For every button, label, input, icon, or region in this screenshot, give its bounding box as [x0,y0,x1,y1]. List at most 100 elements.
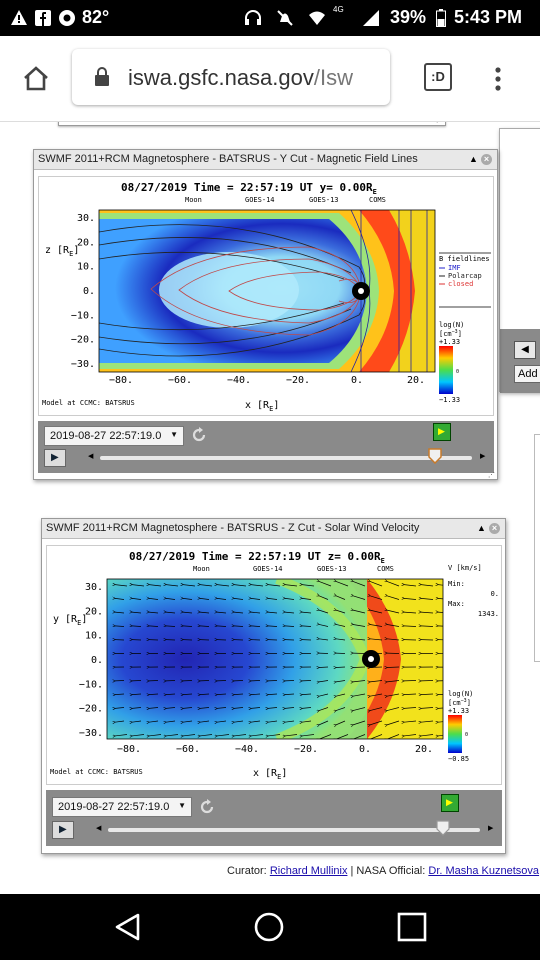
more-options-icon[interactable] [494,66,502,92]
panel-title: SWMF 2011+RCM Magnetosphere - BATSRUS - … [46,522,420,534]
partial-window-right-lower [534,434,540,662]
colorbar-label: log(N) [439,321,464,329]
velocity-arrow [319,667,329,668]
time-select[interactable]: 2019-08-27 22:57:19.0 ▼ [44,426,184,446]
status-bar: 82° 4G 39% 5:43 PM [0,0,540,36]
velocity-arrow [404,612,417,613]
velocity-arrow [387,680,400,682]
velocity-arrow [421,720,434,722]
velocity-arrow [319,720,329,725]
velocity-arrow [132,694,142,695]
svg-text:08/27/2019 Time = 22:57:19 UT: 08/27/2019 Time = 22:57:19 UT z= 0.00RE [129,550,385,565]
x-tick-label: −40. [235,744,259,755]
velocity-arrow [404,734,417,736]
back-icon[interactable] [112,911,144,943]
collapse-icon[interactable]: ▲ [469,154,478,164]
resize-grip-icon[interactable]: ⋰ [488,472,495,479]
add-button[interactable]: Add [514,365,540,383]
x-tick-label: 0. [359,744,371,755]
velocity-arrow [387,624,400,627]
close-icon[interactable]: × [481,154,492,165]
collapse-icon[interactable]: ▲ [477,523,486,533]
velocity-arrow [268,585,281,587]
colorbar-max: +1.33 [439,338,460,346]
recents-icon[interactable] [396,911,428,943]
velocity-arrow [149,585,162,587]
velocity-arrow [336,707,346,711]
velocity-arrow [115,708,125,709]
velocity-arrow [285,626,295,627]
velocity-arrow [353,707,366,711]
time-slider-thumb[interactable] [428,448,442,464]
panel-magnetic-field-lines: SWMF 2011+RCM Magnetosphere - BATSRUS - … [33,149,498,480]
velocity-arrow [285,734,298,736]
tab-switcher-button[interactable]: :D [424,63,452,91]
velocity-arrow [268,694,278,695]
velocity-arrow [217,598,227,600]
address-bar[interactable]: iswa.gsfc.nasa.gov/Isw [72,49,390,105]
movie-icon[interactable]: ▶ [441,794,459,812]
velocity-legend: V [km/s] Min: 0. Max: 1343. log(N) [cm−3… [448,564,499,763]
refresh-icon[interactable] [190,426,208,444]
temperature: 82° [82,7,110,27]
velocity-arrow [370,624,383,627]
legend-title: B fieldlines [439,255,490,263]
slider-left-arrow-icon[interactable]: ◀ [96,825,102,832]
panel-title-bar[interactable]: SWMF 2011+RCM Magnetosphere - BATSRUS - … [42,519,505,539]
network-type: 4G [333,5,344,14]
earth-center [358,288,364,294]
chevron-down-icon: ▼ [178,801,186,810]
velocity-arrow [353,610,366,614]
velocity-arrow [268,612,278,613]
refresh-icon[interactable] [198,798,216,816]
x-tick-labels: −80. −60. −40. −20. 0. 20. [117,744,433,755]
official-link[interactable]: Dr. Masha Kuznetsova [428,865,540,877]
min-value: 0. [491,590,499,598]
velocity-arrow [132,585,145,587]
movie-icon[interactable]: ▶ [433,423,451,441]
curator-link[interactable]: Richard Mullinix [269,865,348,877]
velocity-arrow [251,626,261,627]
slider-right-arrow-icon[interactable]: ▶ [488,825,494,832]
time-slider-track[interactable] [100,456,472,460]
partial-window-right: ◀ Add [499,128,540,393]
y-tick-label: −30. [79,728,103,739]
velocity-arrow [404,720,417,722]
home-circle-icon[interactable] [253,911,285,943]
time-slider-track[interactable] [108,828,480,832]
velocity-arrow [166,694,176,695]
prev-button[interactable]: ◀ [514,341,536,359]
partial-control-bar: ◀ Add [500,329,540,393]
time-select-value: 2019-08-27 22:57:19.0 [58,801,170,813]
velocity-arrow [217,585,230,587]
velocity-arrow [183,626,193,627]
velocity-arrow [234,720,244,722]
satellite-legend: Moon GOES-14 GOES-13 COMS [185,196,386,204]
velocity-arrow [319,734,332,739]
curator-label: Curator: [227,865,267,877]
fieldline-legend: B fieldlines IMF Polarcap closed log(N) … [439,252,491,404]
home-icon[interactable] [22,65,50,91]
velocity-arrow [183,734,196,736]
velocity-arrow [438,612,443,613]
x-axis-label: x [RE] [245,400,279,413]
x-tick-label: −20. [286,375,310,386]
velocity-arrow [302,612,312,613]
velocity-arrow [234,708,244,709]
velocity-arrow [421,694,434,695]
velocity-arrow [166,585,179,587]
velocity-arrow [404,598,417,600]
legend-polarcap: Polarcap [448,272,482,280]
resize-grip-icon[interactable]: ⋰ [436,122,443,124]
velocity-vector-field [115,581,443,739]
time-select[interactable]: 2019-08-27 22:57:19.0 ▼ [52,797,192,817]
panel-title-bar[interactable]: SWMF 2011+RCM Magnetosphere - BATSRUS - … [34,150,497,170]
slider-right-arrow-icon[interactable]: ▶ [480,453,486,460]
panel-solar-wind-velocity: SWMF 2011+RCM Magnetosphere - BATSRUS - … [41,518,506,854]
play-button[interactable]: ▶ [44,449,66,467]
android-nav-bar [0,894,540,960]
time-slider-thumb[interactable] [436,820,450,836]
play-button[interactable]: ▶ [52,821,74,839]
close-icon[interactable]: × [489,523,500,534]
slider-left-arrow-icon[interactable]: ◀ [88,453,94,460]
